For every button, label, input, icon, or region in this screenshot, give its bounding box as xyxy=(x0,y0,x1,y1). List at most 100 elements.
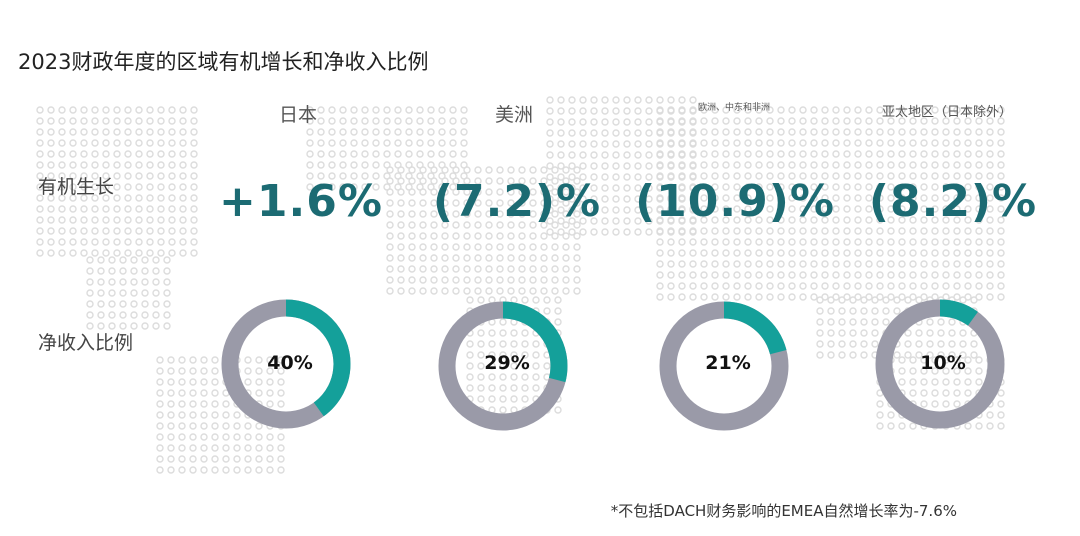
map-dot xyxy=(865,150,873,158)
map-dot xyxy=(532,384,540,392)
map-dot xyxy=(80,216,88,224)
map-dot xyxy=(416,139,424,147)
map-dot xyxy=(601,173,609,181)
map-dot xyxy=(546,228,554,236)
map-dot xyxy=(510,340,518,348)
map-dot xyxy=(953,227,961,235)
map-dot xyxy=(200,433,208,441)
map-dot xyxy=(568,129,576,137)
map-dot xyxy=(931,117,939,125)
map-dot xyxy=(97,311,105,319)
map-dot xyxy=(711,227,719,235)
map-dot xyxy=(744,150,752,158)
map-dot xyxy=(722,282,730,290)
map-dot xyxy=(887,422,895,430)
map-dot xyxy=(485,232,493,240)
map-dot xyxy=(91,227,99,235)
map-dot xyxy=(810,227,818,235)
map-dot xyxy=(816,351,824,359)
map-dot xyxy=(832,227,840,235)
map-dot xyxy=(634,118,642,126)
map-dot xyxy=(997,161,1005,169)
map-dot xyxy=(931,282,939,290)
map-dot xyxy=(931,172,939,180)
map-dot xyxy=(876,128,884,136)
map-dot xyxy=(510,373,518,381)
map-dot xyxy=(926,340,934,348)
map-dot xyxy=(678,205,686,213)
map-dot xyxy=(568,151,576,159)
map-dot xyxy=(306,172,314,180)
map-dot xyxy=(942,356,950,364)
map-dot xyxy=(871,296,879,304)
map-dot xyxy=(920,356,928,364)
map-dot xyxy=(788,106,796,114)
map-dot xyxy=(843,172,851,180)
map-dot xyxy=(766,260,774,268)
map-dot xyxy=(612,118,620,126)
map-dot xyxy=(102,139,110,147)
map-dot xyxy=(909,389,917,397)
map-dot xyxy=(920,282,928,290)
map-dot xyxy=(909,117,917,125)
map-dot xyxy=(397,254,405,262)
map-dot xyxy=(755,205,763,213)
map-dot xyxy=(350,183,358,191)
map-dot xyxy=(496,254,504,262)
map-dot xyxy=(222,455,230,463)
map-dot xyxy=(397,177,405,185)
map-dot xyxy=(667,161,675,169)
map-dot xyxy=(656,96,664,104)
map-dot xyxy=(788,150,796,158)
map-dot xyxy=(568,228,576,236)
map-dot xyxy=(849,351,857,359)
map-dot xyxy=(507,221,515,229)
map-dot xyxy=(317,172,325,180)
map-dot xyxy=(86,300,94,308)
map-dot xyxy=(733,227,741,235)
map-dot xyxy=(266,433,274,441)
map-dot xyxy=(997,271,1005,279)
map-dot xyxy=(634,173,642,181)
map-dot xyxy=(69,150,77,158)
map-dot xyxy=(463,210,471,218)
map-dot xyxy=(124,216,132,224)
map-dot xyxy=(496,210,504,218)
map-dot xyxy=(871,329,879,337)
map-dot xyxy=(601,107,609,115)
map-dot xyxy=(964,367,972,375)
map-dot xyxy=(876,282,884,290)
map-dot xyxy=(146,216,154,224)
map-dot xyxy=(634,129,642,137)
map-dot xyxy=(277,389,285,397)
map-dot xyxy=(58,172,66,180)
map-dot xyxy=(507,188,515,196)
map-dot xyxy=(755,117,763,125)
map-dot xyxy=(689,216,697,224)
map-dot xyxy=(898,260,906,268)
map-dot xyxy=(909,161,917,169)
map-dot xyxy=(499,329,507,337)
map-dot xyxy=(898,150,906,158)
map-dot xyxy=(233,411,241,419)
map-dot xyxy=(854,260,862,268)
map-dot xyxy=(328,150,336,158)
map-dot xyxy=(700,150,708,158)
map-dot xyxy=(931,400,939,408)
map-dot xyxy=(623,173,631,181)
map-dot xyxy=(499,362,507,370)
map-dot xyxy=(601,184,609,192)
map-dot xyxy=(141,256,149,264)
map-dot xyxy=(562,210,570,218)
map-dot xyxy=(328,161,336,169)
map-dot xyxy=(518,287,526,295)
map-dot xyxy=(838,340,846,348)
map-dot xyxy=(997,238,1005,246)
map-dot xyxy=(427,106,435,114)
map-dot xyxy=(931,150,939,158)
map-dot xyxy=(80,205,88,213)
map-dot xyxy=(427,117,435,125)
map-dot xyxy=(146,227,154,235)
map-dot xyxy=(124,227,132,235)
map-dot xyxy=(557,228,565,236)
